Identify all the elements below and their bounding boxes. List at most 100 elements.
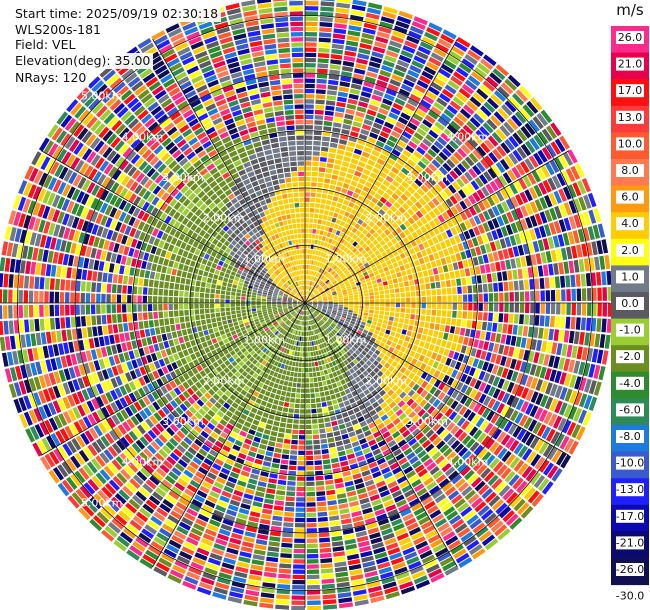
velocity-gate (449, 155, 460, 165)
velocity-gate (509, 235, 517, 246)
velocity-gate (348, 231, 355, 238)
velocity-gate (458, 335, 464, 344)
velocity-gate (120, 409, 129, 420)
velocity-gate (176, 555, 191, 565)
velocity-gate (367, 269, 373, 274)
velocity-gate (380, 366, 387, 373)
velocity-gate (281, 537, 293, 543)
velocity-gate (453, 71, 466, 82)
velocity-gate (312, 156, 320, 162)
velocity-gate (390, 392, 398, 400)
velocity-gate (473, 303, 478, 311)
velocity-gate (376, 112, 387, 121)
velocity-gate (173, 506, 185, 516)
velocity-gate (353, 445, 362, 453)
velocity-gate (344, 538, 356, 545)
velocity-gate (23, 395, 32, 410)
velocity-gate (319, 344, 323, 349)
velocity-gate (324, 474, 333, 480)
velocity-gate (245, 324, 251, 329)
velocity-gate (401, 270, 407, 277)
velocity-gate (307, 304, 311, 308)
velocity-gate (337, 249, 343, 255)
velocity-gate (303, 305, 305, 310)
velocity-gate (321, 449, 329, 455)
velocity-gate (354, 303, 359, 306)
velocity-gate (246, 455, 255, 463)
velocity-gate (505, 335, 512, 345)
velocity-gate (337, 293, 343, 296)
velocity-gate (578, 212, 587, 227)
velocity-gate (493, 312, 499, 322)
velocity-gate (447, 295, 452, 302)
velocity-gate (554, 205, 563, 219)
velocity-gate (481, 186, 490, 197)
velocity-gate (493, 282, 499, 292)
velocity-gate (275, 324, 280, 329)
velocity-gate (276, 325, 281, 330)
velocity-gate (375, 385, 383, 393)
velocity-gate (313, 340, 317, 346)
velocity-gate (361, 249, 367, 256)
velocity-gate (305, 342, 308, 347)
velocity-gate (355, 356, 362, 362)
velocity-gate (301, 388, 305, 393)
velocity-gate (588, 396, 598, 411)
velocity-gate (515, 89, 528, 103)
velocity-gate (390, 293, 395, 298)
velocity-gate (305, 296, 307, 301)
velocity-gate (342, 311, 348, 314)
velocity-gate (305, 197, 310, 202)
velocity-gate (379, 290, 385, 295)
velocity-gate (417, 45, 431, 56)
velocity-gate (419, 75, 432, 85)
velocity-gate (583, 194, 592, 209)
velocity-gate (315, 266, 319, 272)
velocity-gate (281, 374, 286, 380)
velocity-gate (354, 305, 359, 309)
velocity-gate (260, 400, 267, 407)
velocity-gate (219, 419, 228, 427)
velocity-gate (305, 326, 307, 331)
velocity-gate (318, 273, 322, 278)
velocity-gate (306, 305, 310, 309)
velocity-gate (274, 416, 281, 422)
velocity-gate (322, 264, 327, 269)
velocity-gate (558, 357, 566, 370)
velocity-gate (302, 316, 304, 321)
velocity-gate (517, 325, 524, 336)
velocity-gate (448, 333, 454, 342)
velocity-gate (456, 381, 464, 391)
velocity-gate (279, 395, 285, 402)
velocity-gate (136, 424, 146, 435)
velocity-gate (452, 287, 457, 295)
velocity-gate (465, 423, 474, 434)
velocity-gate (305, 296, 307, 301)
velocity-gate (317, 63, 329, 69)
velocity-gate (315, 234, 319, 240)
velocity-gate (93, 493, 106, 506)
velocity-gate (275, 314, 280, 318)
velocity-gate (450, 75, 463, 86)
velocity-gate (492, 68, 506, 81)
velocity-gate (400, 313, 405, 318)
velocity-gate (156, 378, 164, 387)
velocity-gate (385, 248, 392, 255)
velocity-gate (364, 338, 370, 344)
velocity-gate (219, 378, 227, 385)
velocity-gate (476, 235, 484, 245)
velocity-gate (204, 499, 216, 509)
velocity-gate (537, 149, 548, 163)
velocity-gate (532, 240, 540, 253)
velocity-gate (398, 10, 413, 20)
velocity-gate (134, 412, 144, 423)
velocity-gate (362, 377, 369, 384)
velocity-gate (496, 431, 507, 443)
velocity-gate (520, 161, 530, 174)
velocity-gate (461, 420, 470, 431)
velocity-gate (107, 500, 120, 513)
velocity-gate (222, 445, 231, 453)
velocity-gate (162, 430, 172, 440)
velocity-gate (339, 220, 346, 227)
velocity-gate (296, 492, 305, 497)
